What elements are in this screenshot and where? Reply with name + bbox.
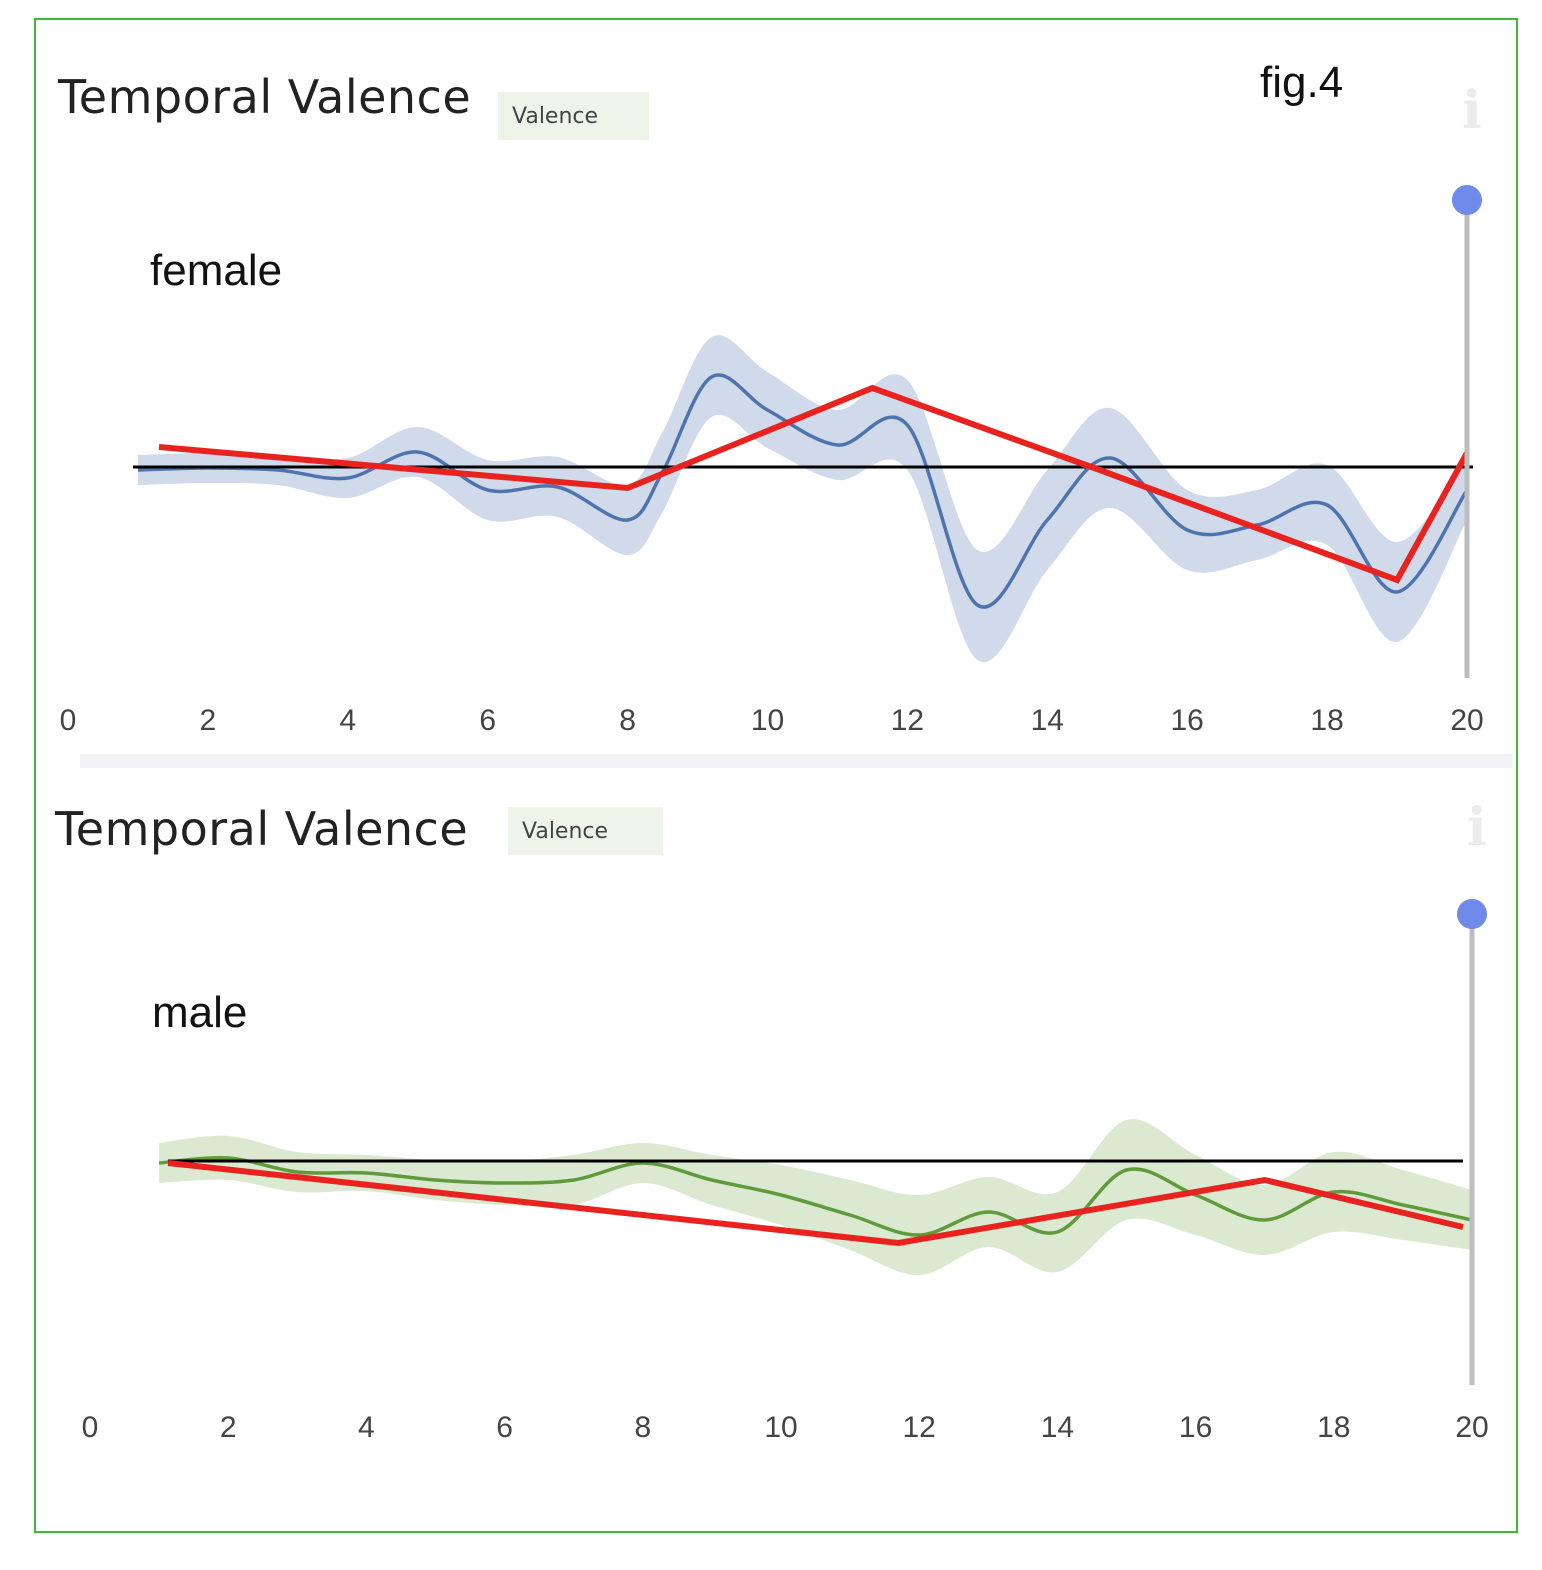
valence-badge-male[interactable]: Valence	[508, 807, 663, 855]
time-slider-handle-female[interactable]	[1452, 185, 1482, 215]
x-tick-label: 4	[358, 1411, 375, 1444]
panel-title-male: Temporal Valence	[55, 802, 469, 856]
info-icon[interactable]: i	[1467, 797, 1487, 858]
x-tick-label: 20	[1455, 1411, 1488, 1444]
x-tick-label: 8	[619, 704, 636, 737]
mean-line-male	[158, 1155, 1473, 1237]
x-tick-label: 18	[1317, 1411, 1350, 1444]
x-tick-label: 10	[764, 1411, 797, 1444]
x-tick-label: 2	[220, 1411, 237, 1444]
x-tick-label: 8	[634, 1411, 651, 1444]
trend-line-male	[167, 1160, 1464, 1247]
x-tick-label: 6	[496, 1411, 513, 1444]
confidence-band-male	[159, 1119, 1473, 1276]
x-tick-label: 10	[751, 704, 784, 737]
info-icon[interactable]: i	[1462, 80, 1482, 141]
x-tick-label: 12	[891, 704, 924, 737]
x-tick-label: 16	[1171, 704, 1204, 737]
trend-line-female	[158, 384, 1470, 584]
panel-title-female: Temporal Valence	[58, 70, 472, 124]
panel-divider	[80, 754, 1512, 768]
time-slider-handle-male[interactable]	[1457, 899, 1487, 929]
figure-frame	[34, 18, 1518, 1533]
x-tick-label: 14	[1031, 704, 1064, 737]
x-tick-label: 2	[200, 704, 217, 737]
x-tick-label: 16	[1179, 1411, 1212, 1444]
x-tick-label: 0	[82, 1411, 99, 1444]
group-label-male: male	[152, 988, 248, 1037]
x-tick-label: 12	[903, 1411, 936, 1444]
x-tick-label: 18	[1310, 704, 1343, 737]
confidence-band-female	[137, 335, 1468, 663]
x-tick-label: 14	[1041, 1411, 1074, 1444]
valence-badge-female[interactable]: Valence	[498, 92, 649, 140]
figure-label: fig.4	[1260, 58, 1344, 107]
x-tick-label: 20	[1450, 704, 1483, 737]
x-tick-label: 6	[479, 704, 496, 737]
group-label-female: female	[150, 246, 283, 295]
x-tick-label: 0	[60, 704, 77, 737]
x-tick-label: 4	[339, 704, 356, 737]
